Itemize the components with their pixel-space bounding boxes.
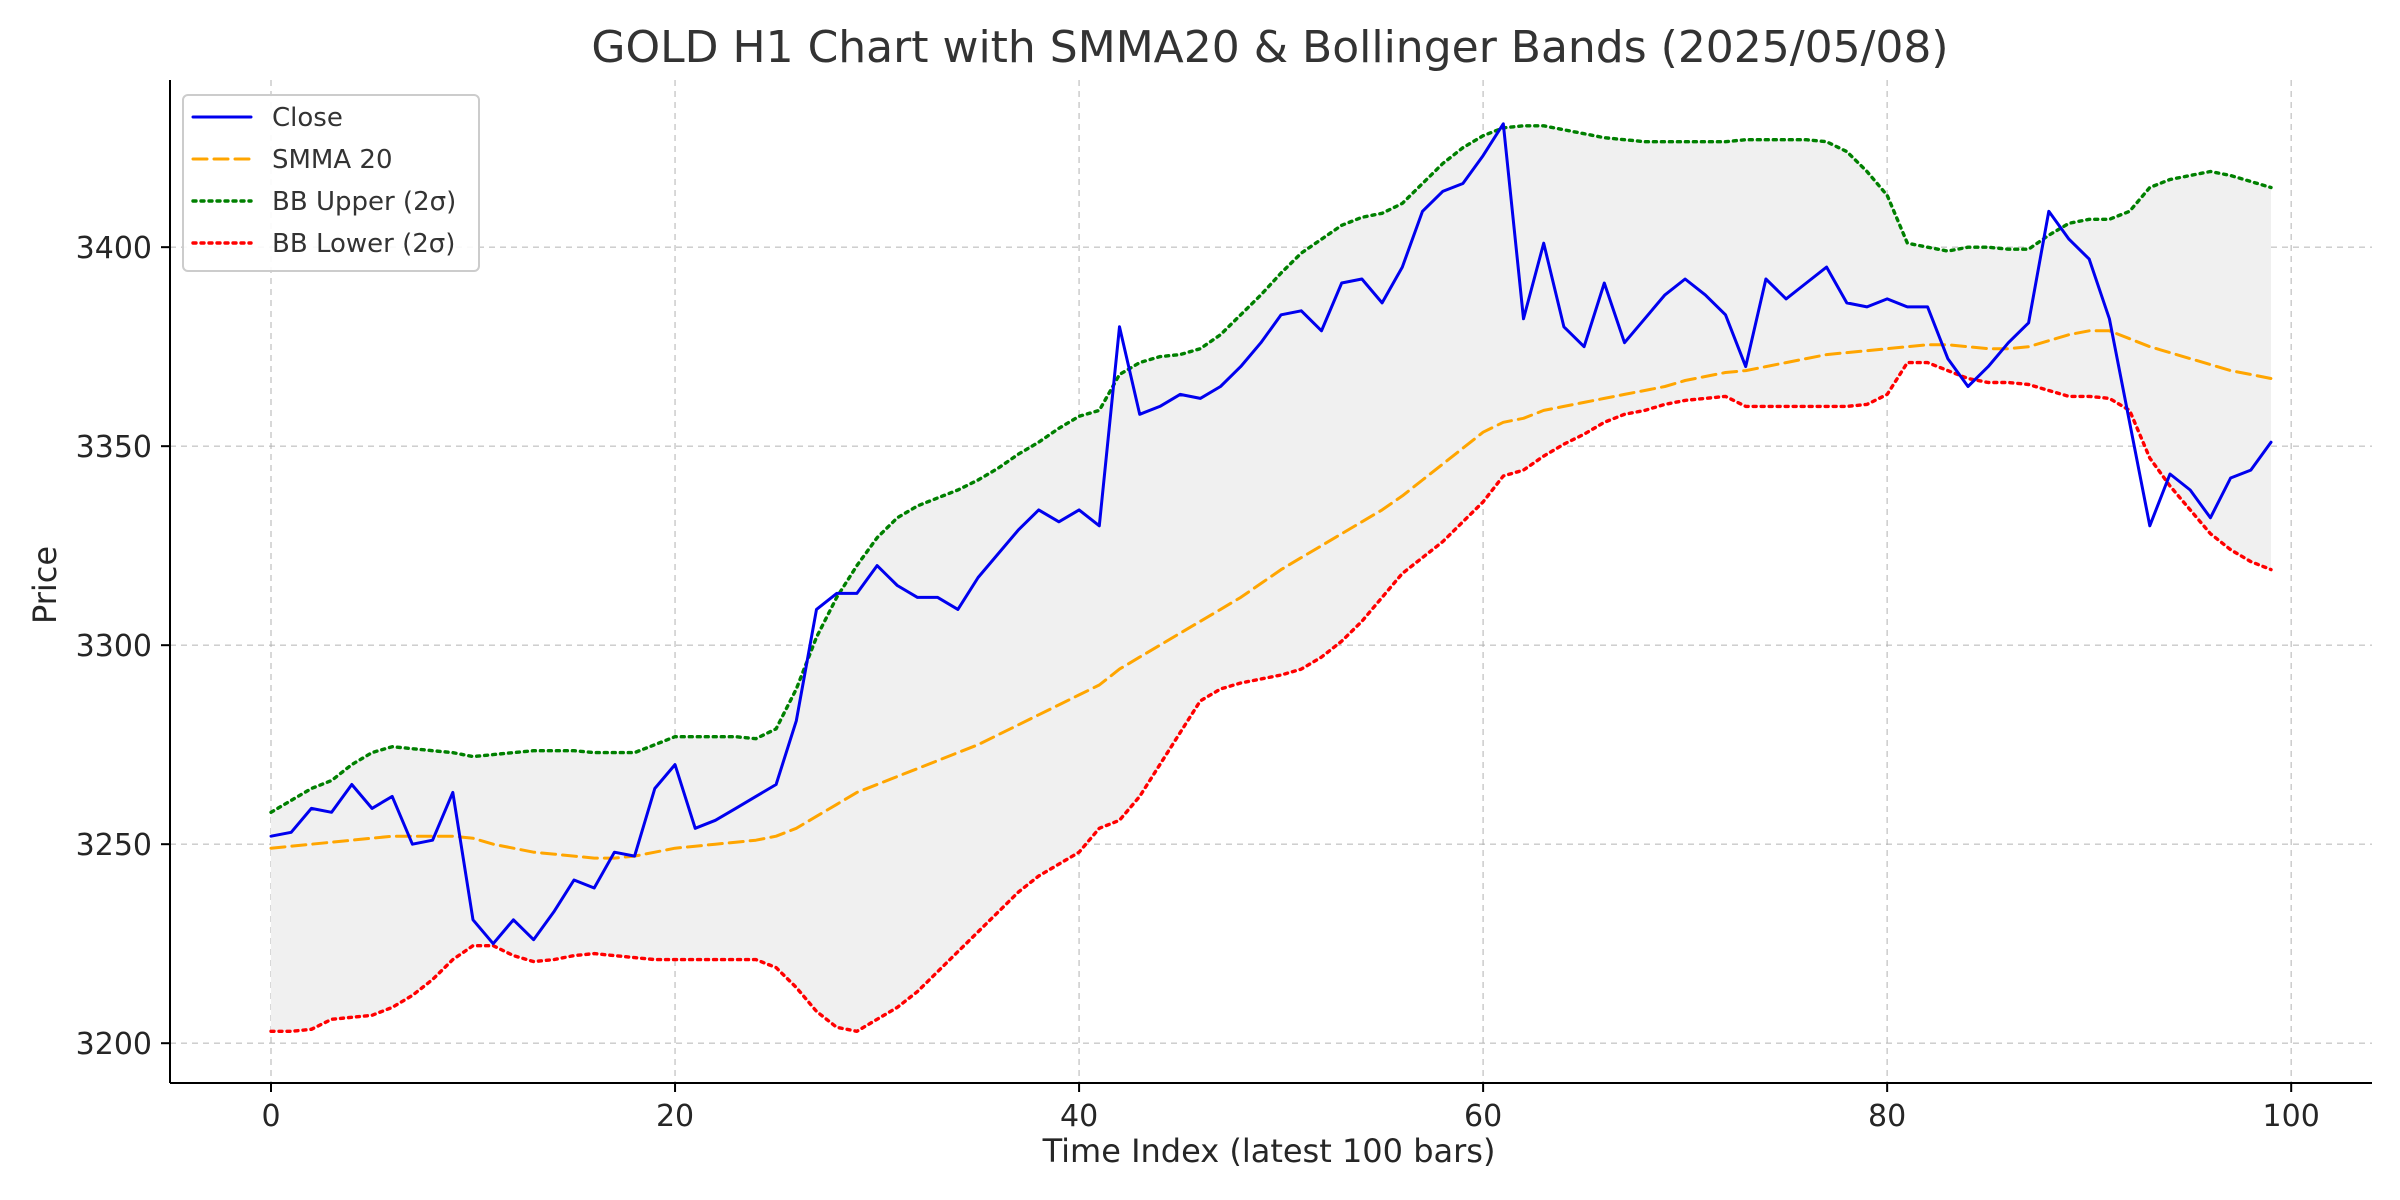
legend-label: SMMA 20 <box>272 145 393 175</box>
y-tick-label: 3350 <box>76 430 152 465</box>
legend-label: BB Lower (2σ) <box>272 229 455 259</box>
chart-title: GOLD H1 Chart with SMMA20 & Bollinger Ba… <box>591 22 1948 73</box>
series-line-smma-20 <box>269 329 2273 860</box>
bollinger-band-fill <box>271 125 2271 1032</box>
x-tick-label: 60 <box>1464 1099 1502 1134</box>
legend-label: BB Upper (2σ) <box>272 187 456 217</box>
ticks-layer: 0 20 40 60 80 100 3200 3250 3300 3350 3400 <box>76 231 2320 1134</box>
y-axis-label: Price <box>26 546 64 624</box>
y-tick-label: 3200 <box>76 1027 152 1062</box>
series-line-bb-upper-2 <box>269 124 2273 814</box>
series-line-close <box>269 122 2273 946</box>
x-axis-label: Time Index (latest 100 bars) <box>1042 1132 1496 1170</box>
x-tick-label: 80 <box>1868 1099 1906 1134</box>
series-layer <box>269 122 2273 1034</box>
y-tick-label: 3400 <box>76 231 152 266</box>
x-tick-label: 20 <box>656 1099 694 1134</box>
legend-entries: Close SMMA 20 BB Upper (2σ) BB Lower (2σ) <box>191 103 456 259</box>
y-tick-label: 3250 <box>76 828 152 863</box>
legend-label: Close <box>272 103 343 133</box>
x-tick-label: 0 <box>261 1099 280 1134</box>
x-tick-label: 40 <box>1060 1099 1098 1134</box>
legend-box <box>182 94 480 272</box>
series-line-bb-lower-2 <box>269 360 2273 1034</box>
band-fill-layer <box>271 125 2271 1032</box>
x-tick-label: 100 <box>2263 1099 2320 1134</box>
y-tick-label: 3300 <box>76 629 152 664</box>
legend: Close SMMA 20 BB Upper (2σ) BB Lower (2σ) <box>182 94 480 272</box>
